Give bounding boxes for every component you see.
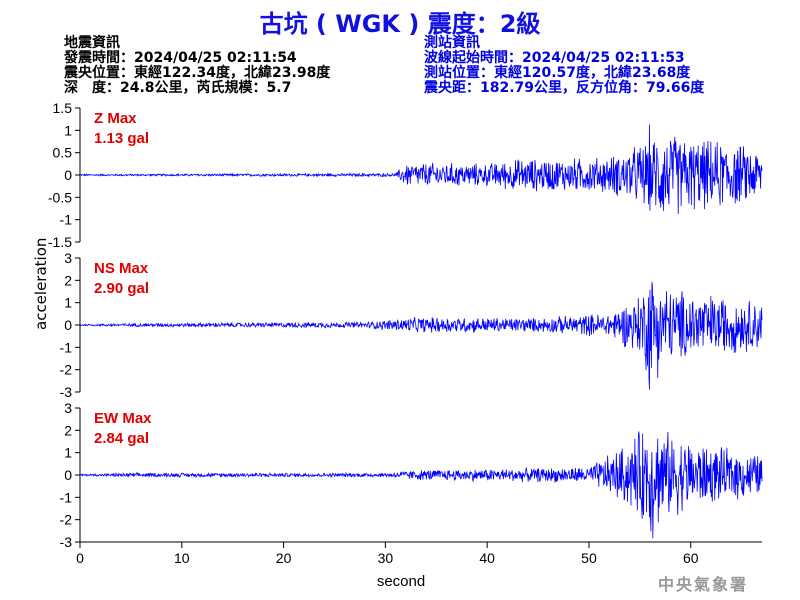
panel-label-ns: NS Max — [94, 260, 149, 277]
y-axis-label: acceleration — [32, 237, 50, 330]
wave-start-time: 波線起始時間：2024/04/25 02:11:53 — [424, 50, 685, 66]
agency-watermark: 中央氣象署 — [657, 575, 748, 594]
waveform-ns — [79, 281, 763, 390]
y-tick-label-ns: -2 — [60, 362, 73, 378]
station-info: 測站資訊 波線起始時間：2024/04/25 02:11:53 測站位置：東經120… — [424, 36, 704, 96]
y-tick-label-z: 0 — [64, 167, 72, 183]
depth-magnitude: 深 度：24.8公里，芮氏規模：5.7 — [64, 80, 292, 96]
y-tick-label-ew: 3 — [64, 400, 72, 416]
x-tick-label: 40 — [479, 550, 495, 566]
y-tick-label-z: 1 — [64, 122, 72, 138]
y-tick-label-ns: -3 — [60, 384, 73, 400]
y-tick-label-ns: 2 — [64, 272, 72, 288]
panel-max-z: 1.13 gal — [94, 130, 149, 147]
y-tick-label-z: 1.5 — [53, 100, 73, 116]
event-info: 地震資訊 發震時間：2024/04/25 02:11:54 震央位置：東經122.3… — [64, 36, 330, 96]
y-tick-label-ew: -3 — [60, 534, 73, 550]
y-tick-label-ew: 1 — [64, 445, 72, 461]
x-tick-label: 50 — [581, 550, 597, 566]
y-tick-label-ew: -2 — [60, 512, 73, 528]
station-info-heading: 測站資訊 — [424, 35, 480, 51]
distance-azimuth: 震央距：182.79公里，反方位角：79.66度 — [424, 80, 705, 96]
waveform-ew — [79, 431, 763, 539]
event-info-heading: 地震資訊 — [64, 35, 120, 51]
x-tick-label: 10 — [174, 550, 190, 566]
x-axis-label: second — [377, 573, 425, 590]
x-tick-label: 0 — [76, 550, 84, 566]
y-tick-label-ns: -1 — [60, 339, 73, 355]
y-tick-label-z: -0.5 — [48, 189, 72, 205]
y-tick-label-ew: 0 — [64, 467, 72, 483]
chart-title: 古坑 ( WGK ) 震度：2級 — [259, 10, 541, 38]
panel-label-z: Z Max — [94, 110, 137, 127]
station-position: 測站位置：東經120.57度，北緯23.68度 — [424, 65, 691, 81]
epicenter: 震央位置：東經122.34度，北緯23.98度 — [64, 65, 331, 81]
origin-time: 發震時間：2024/04/25 02:11:54 — [64, 50, 297, 66]
x-tick-label: 30 — [378, 550, 394, 566]
x-tick-label: 60 — [683, 550, 699, 566]
y-tick-label-z: -1 — [60, 212, 73, 228]
y-tick-label-z: 0.5 — [53, 145, 73, 161]
waveform-z — [79, 124, 763, 215]
y-tick-label-ew: 2 — [64, 422, 72, 438]
y-tick-label-z: -1.5 — [48, 234, 72, 250]
y-tick-label-ns: 0 — [64, 317, 72, 333]
x-tick-label: 20 — [276, 550, 292, 566]
panel-max-ns: 2.90 gal — [94, 280, 149, 297]
panel-label-ew: EW Max — [94, 410, 152, 427]
panel-max-ew: 2.84 gal — [94, 430, 149, 447]
y-tick-label-ew: -1 — [60, 489, 73, 505]
y-tick-label-ns: 3 — [64, 250, 72, 266]
y-tick-label-ns: 1 — [64, 295, 72, 311]
